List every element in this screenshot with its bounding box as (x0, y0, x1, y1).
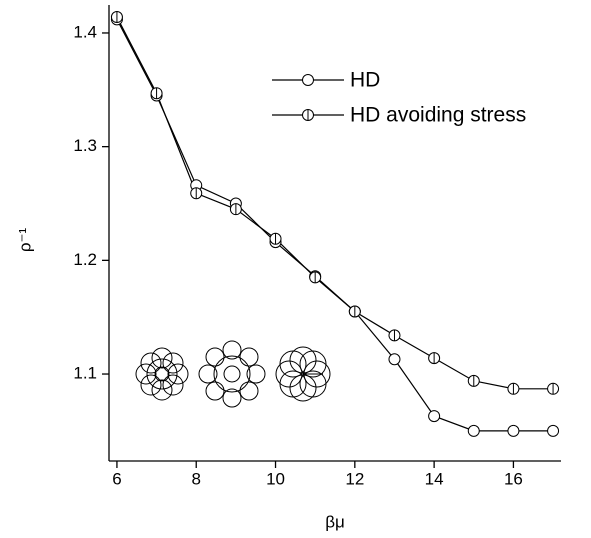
y-tick-label: 1.1 (73, 364, 97, 383)
marker (507, 424, 520, 437)
marker (269, 232, 282, 245)
y-tick-label: 1.2 (73, 250, 97, 269)
x-tick-label: 10 (266, 469, 285, 488)
x-tick-label: 8 (191, 469, 200, 488)
y-axis-label: ρ⁻¹ (15, 228, 34, 253)
marker (547, 382, 560, 395)
marker (467, 374, 480, 387)
marker (388, 329, 401, 342)
x-tick-label: 14 (425, 469, 444, 488)
y-tick-label: 1.4 (73, 22, 97, 41)
inset-clusters (135, 340, 331, 408)
marker (507, 382, 520, 395)
legend-label: HD (350, 69, 380, 92)
marker (428, 410, 441, 423)
marker (110, 11, 123, 24)
marker (302, 74, 314, 86)
marker (428, 352, 441, 365)
x-axis-label: βμ (325, 512, 345, 531)
marker (302, 109, 314, 121)
marker (547, 424, 560, 437)
marker (467, 424, 480, 437)
y-tick-label: 1.3 (73, 136, 97, 155)
marker (229, 203, 242, 216)
series-line (116, 19, 554, 432)
marker (309, 271, 322, 284)
x-tick-label: 16 (504, 469, 523, 488)
marker (348, 305, 361, 318)
marker (388, 353, 401, 366)
marker (190, 187, 203, 200)
marker (150, 87, 163, 100)
legend-label: HD avoiding stress (350, 104, 526, 127)
x-tick-label: 12 (345, 469, 364, 488)
series-line (116, 16, 554, 390)
x-tick-label: 6 (112, 469, 121, 488)
